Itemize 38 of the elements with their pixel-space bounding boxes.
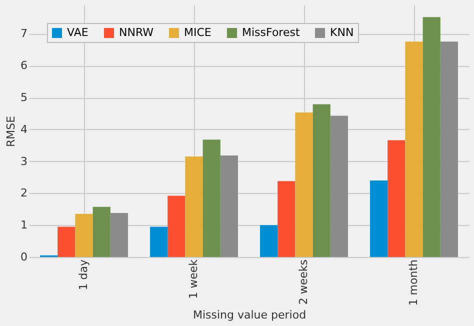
x-tick-label: 1 month xyxy=(407,259,420,306)
bar xyxy=(75,214,93,257)
legend-label: NNRW xyxy=(119,26,154,39)
legend-label: MissForest xyxy=(242,26,300,39)
bar xyxy=(278,181,296,257)
bar xyxy=(388,140,406,257)
bar xyxy=(312,104,330,257)
y-tick-label: 3 xyxy=(20,154,28,168)
x-tick-label: 2 weeks xyxy=(297,259,310,305)
x-axis-title: Missing value period xyxy=(192,308,306,322)
bar xyxy=(422,17,440,257)
bar xyxy=(405,42,423,257)
legend-label: MICE xyxy=(184,26,212,39)
y-tick-label: 1 xyxy=(20,218,28,232)
bar xyxy=(370,180,388,257)
y-tick-label: 2 xyxy=(20,186,28,200)
y-axis-title: RMSE xyxy=(4,116,18,148)
bar xyxy=(295,112,313,257)
y-tick-label: 6 xyxy=(20,59,28,72)
x-tick-label: 1 day xyxy=(77,259,90,290)
bar xyxy=(150,226,168,257)
legend-label: VAE xyxy=(67,26,88,39)
bar xyxy=(440,42,458,257)
bar xyxy=(220,156,238,257)
y-tick-label: 5 xyxy=(20,91,28,104)
bar xyxy=(202,140,220,257)
y-tick-label: 4 xyxy=(20,122,28,136)
bar xyxy=(330,116,348,257)
legend-label: KNN xyxy=(330,26,354,39)
y-tick-label: 0 xyxy=(20,250,28,264)
bar xyxy=(185,156,203,257)
bar xyxy=(58,226,76,257)
x-tick-label: 1 week xyxy=(187,258,200,299)
bar xyxy=(110,212,128,257)
bar xyxy=(92,206,110,257)
y-tick-label: 7 xyxy=(20,27,28,40)
bar xyxy=(260,225,278,257)
bar xyxy=(168,196,186,257)
